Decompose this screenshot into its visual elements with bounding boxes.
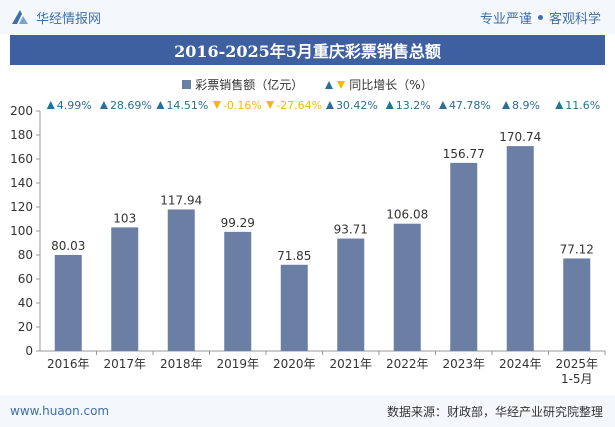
y-tick-label: 60	[18, 272, 33, 286]
growth-label: 11.6%	[565, 99, 600, 112]
x-tick-label: 2024年	[499, 357, 542, 371]
huajing-logo-icon	[12, 10, 28, 24]
data-label: 170.74	[499, 130, 541, 144]
y-tick-label: 140	[10, 176, 33, 190]
bar	[111, 227, 139, 351]
growth-label: 13.2%	[396, 99, 431, 112]
y-tick-label: 40	[18, 296, 33, 310]
x-tick-label: 2025年 1-5月	[555, 357, 598, 386]
x-tick-label: 2020年	[273, 357, 316, 371]
growth-label: 8.9%	[512, 99, 540, 112]
data-source: 数据来源：财政部，华经产业研究院整理	[386, 404, 603, 419]
x-tick-label: 2018年	[160, 357, 203, 371]
bar-chart: 0 20 40 60 80 100 120 140 160 180 200 80.03 2016年 4.9…	[10, 99, 606, 386]
data-label: 80.03	[51, 239, 85, 253]
legend-item-growth[interactable]: 同比增长（%）	[325, 76, 433, 93]
growth-up-icon	[99, 101, 108, 109]
bar	[506, 146, 534, 351]
y-tick-label: 20	[18, 320, 33, 334]
growth-label: 28.69%	[110, 99, 152, 112]
y-tick-label: 80	[18, 248, 33, 262]
website-link[interactable]: www.huaon.com	[10, 404, 110, 418]
bar-swatch-icon	[182, 80, 192, 89]
bar	[280, 264, 308, 351]
up-triangle-icon	[325, 80, 334, 89]
bar	[337, 238, 365, 351]
bar	[224, 231, 252, 351]
growth-up-icon	[156, 101, 165, 109]
y-tick-label: 0	[25, 344, 33, 358]
x-tick-label: 2016年	[47, 357, 90, 371]
bar	[167, 209, 195, 351]
growth-up-icon	[555, 101, 564, 109]
chart-legend: 彩票销售额（亿元） 同比增长（%）	[0, 76, 615, 93]
separator-dot-icon	[537, 14, 543, 20]
y-tick-label: 120	[10, 200, 33, 214]
tagline-professional: 专业严谨	[479, 11, 532, 27]
y-tick-label: 160	[10, 152, 33, 166]
x-tick-label: 2017年	[103, 357, 146, 371]
growth-label: -0.16%	[223, 99, 262, 112]
down-triangle-icon	[337, 80, 346, 89]
data-label: 103	[113, 211, 136, 225]
growth-up-icon	[325, 101, 334, 109]
data-label: 99.29	[221, 216, 255, 230]
data-label: 77.12	[560, 242, 594, 256]
data-label: 156.77	[443, 147, 485, 161]
growth-down-icon	[212, 101, 221, 109]
bar	[54, 254, 82, 351]
growth-up-icon	[502, 101, 511, 109]
growth-label: 30.42%	[336, 99, 378, 112]
tagline-objective: 客观科学	[548, 11, 601, 27]
top-bar: 华经情报网 专业严谨 客观科学	[0, 0, 615, 34]
x-tick-label: 2019年	[216, 357, 259, 371]
data-label: 106.08	[386, 208, 428, 222]
y-tick-label: 180	[10, 128, 33, 142]
y-tick-label: 200	[10, 104, 33, 118]
x-tick-label: 2021年	[329, 357, 372, 371]
brand[interactable]: 华经情报网	[0, 7, 101, 27]
growth-label: 14.51%	[166, 99, 208, 112]
data-label: 71.85	[277, 249, 311, 263]
growth-up-icon	[46, 101, 55, 109]
legend-label-growth: 同比增长（%）	[349, 78, 433, 92]
growth-label: 47.78%	[449, 99, 491, 112]
tagline: 专业严谨 客观科学	[480, 8, 615, 27]
bar	[393, 223, 421, 351]
x-tick-label: 2023年	[442, 357, 485, 371]
growth-up-icon	[438, 101, 447, 109]
x-tick-label: 2022年	[386, 357, 429, 371]
data-label: 93.71	[334, 223, 368, 237]
growth-up-icon	[385, 101, 394, 109]
growth-down-icon	[266, 101, 275, 109]
growth-label: 4.99%	[57, 99, 92, 112]
footer: www.huaon.com 数据来源：财政部，华经产业研究院整理	[0, 395, 615, 427]
bar	[450, 162, 478, 351]
y-tick-label: 100	[10, 224, 33, 238]
legend-label-sales: 彩票销售额（亿元）	[195, 78, 304, 92]
legend-item-sales[interactable]: 彩票销售额（亿元）	[182, 76, 303, 93]
data-label: 117.94	[160, 193, 202, 207]
chart-title: 2016-2025年5月重庆彩票销售总额	[10, 35, 605, 65]
bar	[563, 258, 591, 351]
brand-name: 华经情报网	[36, 11, 102, 27]
growth-label: -27.64%	[276, 99, 322, 112]
